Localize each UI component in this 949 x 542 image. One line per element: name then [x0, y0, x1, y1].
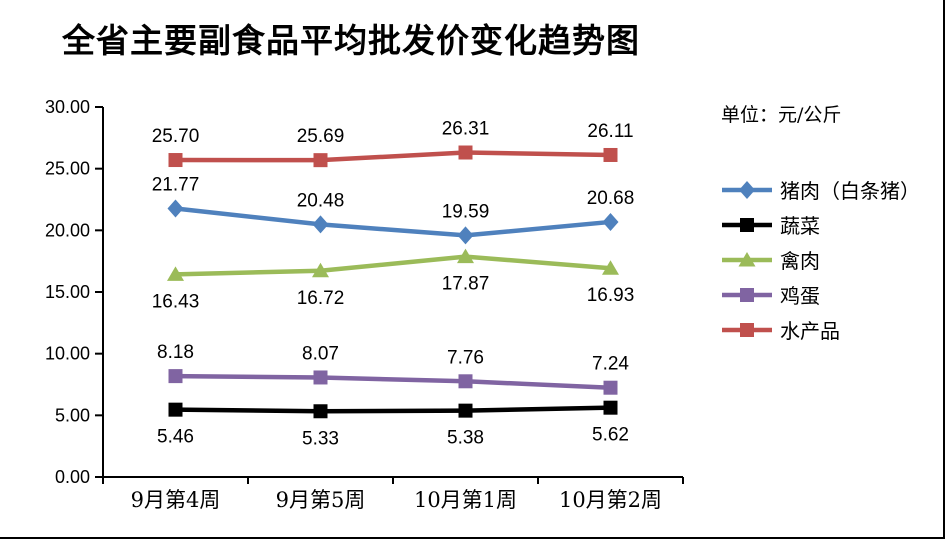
- data-label-vegetable-2: 5.38: [447, 428, 484, 449]
- y-tick-label: 10.00: [45, 344, 90, 364]
- series-marker-pork-3: [602, 212, 619, 231]
- frame-border-bottom: [0, 537, 945, 539]
- series-marker-aquatic-1: [313, 153, 328, 168]
- y-tick-label: 15.00: [45, 282, 90, 302]
- series-marker-poultry-1: [312, 262, 329, 278]
- data-label-egg-1: 8.07: [302, 343, 339, 364]
- data-label-vegetable-0: 5.46: [157, 427, 194, 448]
- chart-title: 全省主要副食品平均批发价变化趋势图: [62, 21, 640, 60]
- x-category-label: 10月第2周: [559, 488, 662, 512]
- legend-marker-pork-icon: [722, 180, 772, 199]
- data-label-egg-3: 7.24: [592, 354, 629, 375]
- x-category-label: 9月第5周: [276, 488, 366, 512]
- legend-label-vegetable: 蔬菜: [780, 214, 820, 238]
- data-label-vegetable-3: 5.62: [592, 425, 629, 446]
- y-tick-label: 25.00: [45, 159, 90, 179]
- data-label-pork-2: 19.59: [442, 201, 490, 222]
- data-label-pork-0: 21.77: [152, 175, 200, 196]
- legend-shape-pork: [739, 180, 755, 199]
- legend-item-vegetable: 蔬菜: [721, 207, 920, 242]
- legend-item-aquatic: 水产品: [721, 312, 920, 347]
- series-marker-pork-1: [312, 215, 329, 234]
- data-label-poultry-2: 17.87: [442, 274, 490, 295]
- series-marker-egg-0: [168, 369, 183, 384]
- legend-item-egg: 鸡蛋: [721, 277, 920, 312]
- series-marker-poultry-3: [602, 260, 619, 275]
- legend-marker-aquatic-icon: [722, 322, 772, 337]
- data-label-poultry-3: 16.93: [587, 285, 635, 306]
- data-label-vegetable-1: 5.33: [302, 428, 339, 449]
- y-tick-label: 5.00: [55, 405, 90, 425]
- series-marker-aquatic-3: [603, 147, 618, 162]
- data-label-egg-2: 7.76: [447, 347, 484, 368]
- series-marker-aquatic-0: [168, 153, 183, 168]
- frame-border-right: [943, 0, 945, 539]
- legend-item-pork: 猪肉（白条猪）: [721, 172, 920, 207]
- y-tick-label: 0.00: [55, 467, 90, 487]
- legend-item-poultry: 禽肉: [721, 242, 920, 277]
- series-marker-vegetable-3: [603, 400, 618, 415]
- x-category-label: 10月第1周: [414, 488, 517, 512]
- data-label-pork-1: 20.48: [297, 190, 345, 211]
- series-line-poultry: [175, 254, 611, 277]
- legend-shape-egg: [740, 287, 754, 302]
- legend-label-aquatic: 水产品: [780, 319, 840, 343]
- legend-marker-poultry-icon: [722, 251, 772, 266]
- y-tick-label: 30.00: [45, 97, 90, 117]
- data-label-poultry-0: 16.43: [152, 291, 200, 312]
- legend-marker-vegetable-icon: [722, 217, 772, 232]
- unit-label: 单位：元/公斤: [721, 104, 842, 126]
- series-marker-pork-0: [167, 199, 184, 218]
- data-label-egg-0: 8.18: [157, 342, 194, 363]
- series-line-aquatic: [175, 150, 611, 163]
- series-marker-poultry-2: [457, 248, 474, 264]
- legend-shape-poultry: [738, 251, 756, 266]
- data-label-aquatic-3: 26.11: [587, 121, 633, 142]
- legend: 猪肉（白条猪） 蔬菜禽肉鸡蛋水产品: [721, 172, 920, 347]
- series-marker-aquatic-2: [458, 145, 473, 160]
- data-label-aquatic-2: 26.31: [442, 119, 490, 140]
- legend-shape-aquatic: [740, 322, 754, 337]
- legend-shape-vegetable: [740, 217, 754, 232]
- series-marker-egg-2: [458, 374, 473, 389]
- legend-label-pork: 猪肉（白条猪）: [780, 179, 920, 203]
- data-label-aquatic-1: 25.69: [297, 126, 345, 147]
- series-line-egg: [175, 373, 611, 390]
- x-category-label: 9月第4周: [131, 488, 221, 512]
- legend-label-egg: 鸡蛋: [780, 284, 820, 308]
- legend-label-poultry: 禽肉: [780, 249, 820, 273]
- series-marker-vegetable-1: [313, 404, 328, 419]
- series-marker-poultry-0: [167, 266, 184, 281]
- series-marker-egg-1: [313, 370, 328, 385]
- series-line-vegetable: [175, 405, 611, 414]
- series-marker-egg-3: [603, 380, 618, 395]
- data-label-aquatic-0: 25.70: [152, 126, 200, 147]
- series-marker-vegetable-2: [458, 403, 473, 418]
- legend-marker-egg-icon: [722, 287, 772, 302]
- series-marker-pork-2: [457, 226, 474, 245]
- data-label-poultry-1: 16.72: [297, 288, 345, 309]
- y-tick-label: 20.00: [45, 220, 90, 240]
- series-line-pork: [175, 206, 611, 238]
- series-marker-vegetable-0: [168, 402, 183, 417]
- data-label-pork-3: 20.68: [587, 188, 635, 209]
